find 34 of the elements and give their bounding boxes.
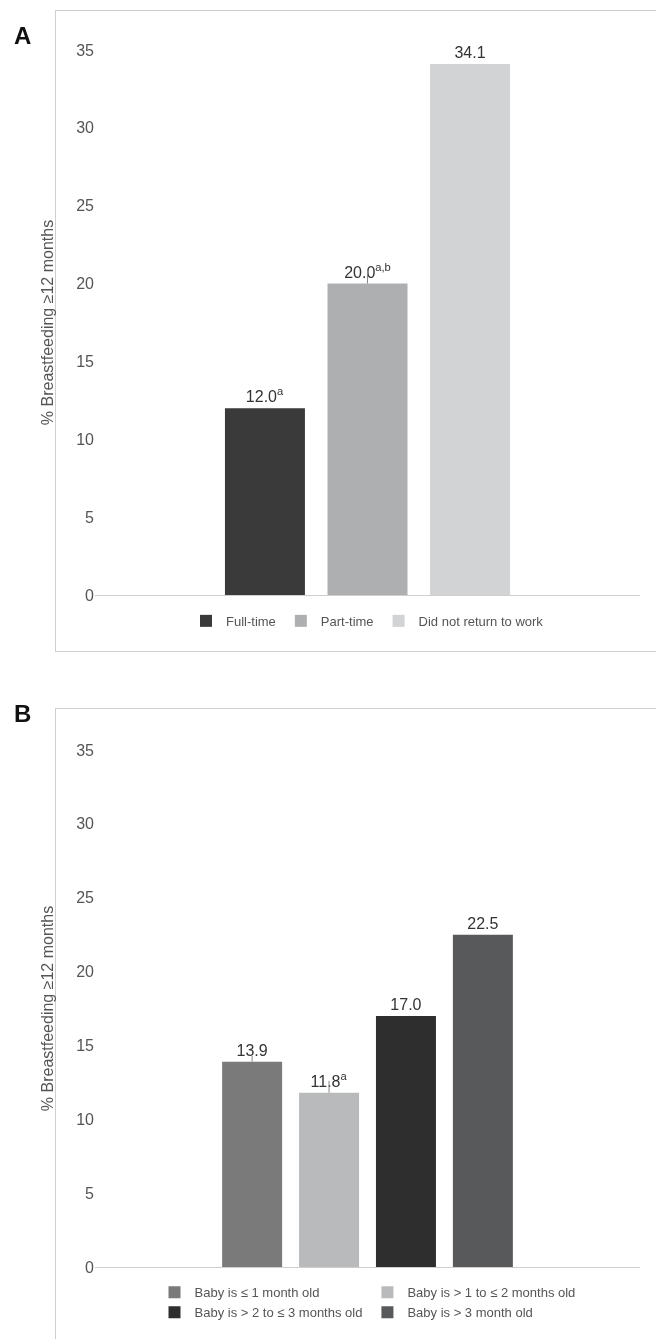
y-tick-label: 15: [76, 1037, 95, 1055]
legend-label: Baby is ≤ 1 month old: [194, 1285, 320, 1301]
y-tick-label: 30: [76, 815, 95, 833]
y-tick-label: 20: [76, 963, 95, 981]
legend-label: Baby is > 2 to ≤ 3 months old: [194, 1305, 363, 1321]
legend-label: Full-time: [226, 613, 276, 629]
data-label: 34.1: [454, 44, 486, 62]
y-tick-label: 35: [76, 41, 95, 59]
y-tick-label: 10: [76, 430, 95, 448]
y-axis-title: % Breastfeeding ≥12 months: [39, 905, 57, 1112]
y-tick-label: 25: [76, 889, 95, 907]
y-tick-label: 25: [76, 197, 95, 215]
data-label: 13.9: [236, 1041, 268, 1059]
legend-label: Baby is > 1 to ≤ 2 months old: [407, 1285, 576, 1301]
data-label: 17.0: [390, 995, 422, 1013]
data-label: 20.0$^{a,b}$: [344, 260, 391, 281]
chart-title: B: [14, 700, 32, 728]
y-tick-label: 15: [76, 353, 95, 371]
y-tick-label: 5: [85, 1184, 95, 1202]
y-tick-label: 35: [76, 741, 95, 759]
chart-title: A: [14, 22, 32, 50]
data-label: 22.5: [467, 914, 499, 932]
data-label: 11.8$^{a}$: [310, 1069, 348, 1090]
y-tick-label: 0: [85, 1258, 95, 1276]
legend-label: Part-time: [320, 613, 374, 629]
y-axis-title: % Breastfeeding ≥12 months: [39, 219, 57, 426]
legend-label: Did not return to work: [418, 613, 544, 629]
y-tick-label: 5: [85, 508, 95, 526]
legend-label: Baby is > 3 month old: [407, 1305, 533, 1321]
y-tick-label: 10: [76, 1110, 95, 1128]
y-tick-label: 30: [76, 119, 95, 137]
y-tick-label: 20: [76, 275, 95, 293]
y-tick-label: 0: [85, 586, 95, 604]
data-label: 12.0$^{a}$: [245, 385, 285, 406]
